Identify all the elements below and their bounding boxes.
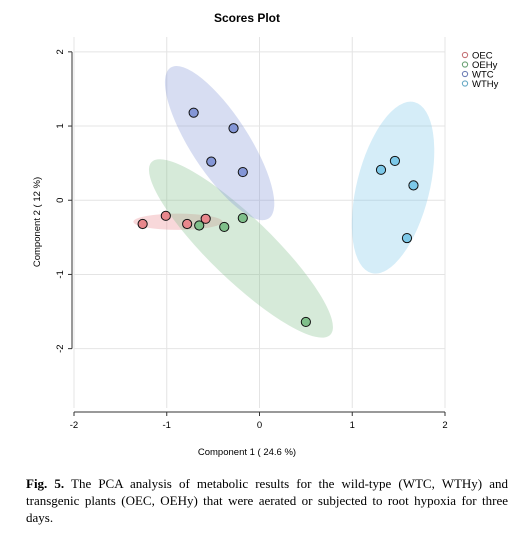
point-wthy xyxy=(408,180,419,191)
y-axis-label: Component 2 ( 12 %) xyxy=(32,177,43,267)
point-oehy xyxy=(300,316,311,328)
ellipse-wthy xyxy=(351,101,435,274)
caption-text: The PCA analysis of metabolic results fo… xyxy=(26,476,508,525)
point-wtc xyxy=(206,156,217,167)
point-oec xyxy=(137,218,148,230)
point-oec xyxy=(160,210,171,221)
legend-label-wthy: WTHy xyxy=(472,79,499,90)
grid-lines xyxy=(73,37,446,408)
confidence-ellipses xyxy=(133,66,435,338)
legend-label-wtc: WTC xyxy=(472,69,494,80)
legend-marker-oec xyxy=(461,51,469,59)
x-tick-label: 0 xyxy=(257,420,262,431)
legend-label-oehy: OEHy xyxy=(472,60,498,71)
axes xyxy=(68,51,446,416)
point-wtc xyxy=(228,123,239,134)
x-tick-label: -2 xyxy=(70,420,78,431)
point-wthy xyxy=(401,232,413,244)
point-oec xyxy=(200,213,211,224)
legend-marker-oehy xyxy=(461,61,469,68)
y-tick-label: -2 xyxy=(55,344,66,352)
caption-label: Fig. 5. xyxy=(26,476,65,491)
x-tick-label: 1 xyxy=(350,420,355,431)
chart-title: Scores Plot xyxy=(214,11,280,25)
y-tick-label: 0 xyxy=(55,198,66,203)
point-wtc xyxy=(188,107,199,118)
point-wthy xyxy=(375,164,387,175)
score-points xyxy=(137,107,419,328)
figure-caption: Fig. 5. The PCA analysis of metabolic re… xyxy=(26,475,508,526)
y-tick-label: 1 xyxy=(55,123,66,128)
legend-marker-wtc xyxy=(461,70,469,78)
point-oehy xyxy=(237,212,248,224)
ellipse-wtc xyxy=(164,66,275,221)
point-oehy xyxy=(219,221,230,233)
scores-plot: Scores Plot -2 -1 0 1 2 2 1 0 -1 -2 Component 1 (… xyxy=(32,11,499,458)
y-tick-label: -1 xyxy=(55,270,66,278)
legend-label-oec: OEC xyxy=(472,50,493,61)
x-tick-label: 2 xyxy=(442,420,447,431)
x-tick-label: -1 xyxy=(163,420,171,431)
y-tick-label: 2 xyxy=(55,49,66,54)
x-axis-label: Component 1 ( 24.6 %) xyxy=(198,447,296,458)
legend-marker-wthy xyxy=(461,80,469,87)
point-wthy xyxy=(389,155,401,167)
tick-labels: -2 -1 0 1 2 2 1 0 -1 -2 xyxy=(55,49,448,431)
ellipse-oehy xyxy=(148,159,333,338)
point-wtc xyxy=(237,166,248,178)
point-oec xyxy=(182,218,193,230)
point-oehy xyxy=(194,220,205,231)
